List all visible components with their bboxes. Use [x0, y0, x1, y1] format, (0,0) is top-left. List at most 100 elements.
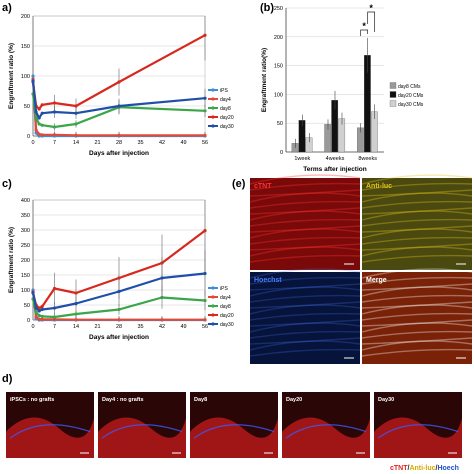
data-point-day8	[203, 298, 207, 303]
y-tick-label: 400	[21, 198, 30, 204]
legend-label: day8	[220, 304, 231, 310]
x-tick-label: 0	[31, 324, 34, 330]
significance-star: *	[362, 21, 366, 31]
panel-e-letter: (e)	[232, 178, 246, 190]
x-tick-label: 49	[180, 324, 186, 330]
tissue-texture	[249, 283, 361, 291]
legend-label: day20 CMs	[398, 93, 424, 99]
data-point-day20	[74, 104, 78, 108]
legend-marker	[211, 322, 215, 326]
y-tick-label: 200	[274, 35, 283, 41]
panel-a-letter: a)	[2, 2, 12, 14]
tissue-texture	[361, 210, 473, 221]
significance-star: *	[369, 3, 373, 13]
tissue-texture	[249, 319, 361, 327]
x-tick-label: 35	[137, 324, 143, 330]
data-point-day30	[31, 79, 35, 83]
bar-day8-CMs	[291, 143, 299, 153]
tissue-texture	[249, 218, 361, 227]
x-tick-label: 0	[31, 140, 34, 146]
x-tick-label: 1week	[294, 156, 310, 162]
x-axis-title: Terms after injection	[303, 166, 366, 173]
tissue-texture	[361, 254, 473, 263]
y-tick-label: 300	[21, 228, 30, 234]
data-point-day8	[37, 122, 41, 126]
x-axis-title: Days after injection	[89, 150, 149, 157]
tissue-texture	[361, 294, 473, 303]
legend-label: day4	[220, 97, 231, 103]
data-point-day20	[203, 33, 207, 37]
nuclei-band	[377, 424, 459, 439]
micrograph-d-label: iPSCs : no grafts	[10, 397, 54, 403]
panel-d-letter: d)	[2, 373, 13, 385]
tissue-region	[6, 417, 94, 458]
y-tick-label: 200	[21, 258, 30, 264]
x-tick-label: 28	[116, 324, 122, 330]
tissue-texture	[249, 301, 361, 309]
tissue-texture	[361, 268, 473, 279]
bar-day8-CMs	[357, 127, 364, 153]
data-point-day30	[40, 307, 44, 312]
legend-marker	[211, 115, 215, 119]
data-point-day4	[40, 133, 44, 137]
x-tick-label: 8weeks	[358, 156, 377, 162]
tissue-texture	[361, 348, 473, 357]
x-tick-label: 42	[159, 324, 165, 330]
data-point-day4	[74, 133, 78, 137]
data-point-day20	[40, 103, 44, 107]
tissue-texture	[361, 340, 473, 351]
legend-marker	[211, 295, 215, 299]
tissue-texture	[249, 228, 361, 239]
data-point-day30	[37, 309, 41, 313]
y-tick-label: 100	[274, 92, 283, 98]
x-tick-label: 21	[94, 324, 100, 330]
y-tick-label: 150	[21, 44, 30, 50]
legend-marker	[211, 106, 215, 110]
micrograph-d-label: Day20	[286, 397, 302, 403]
data-point-day4	[160, 318, 164, 322]
tissue-texture	[249, 182, 361, 191]
tissue-texture	[361, 319, 473, 327]
data-point-day20	[52, 286, 57, 291]
data-point-day4	[117, 318, 121, 322]
legend-label: day30	[220, 322, 234, 328]
y-tick-label: 250	[274, 6, 283, 12]
data-point-day30	[160, 276, 164, 280]
tissue-texture	[361, 312, 473, 321]
data-point-day20	[52, 101, 57, 105]
y-tick-label: 0	[27, 134, 30, 140]
significance-bracket	[360, 29, 369, 36]
data-point-day8	[74, 312, 78, 316]
micrograph-hoechst	[250, 272, 360, 364]
tissue-texture	[361, 246, 473, 257]
tissue-texture	[361, 207, 473, 215]
tissue-texture	[249, 236, 361, 245]
data-point-day30	[52, 306, 57, 310]
tissue-texture	[361, 286, 473, 297]
data-point-day30	[37, 116, 41, 120]
data-point-day4	[37, 132, 41, 136]
tissue-texture	[361, 218, 473, 227]
tissue-texture	[361, 337, 473, 345]
micrograph-d-label: Day4 : no grafts	[102, 397, 144, 403]
legend-marker	[211, 286, 215, 290]
micrograph-merge	[362, 272, 472, 364]
legend-label: day30	[220, 124, 234, 130]
data-point-day8	[52, 125, 57, 129]
legend-label: day8 CMs	[398, 84, 421, 90]
tissue-texture	[249, 192, 361, 203]
data-point-day4	[40, 317, 44, 321]
tissue-region	[282, 417, 370, 458]
y-tick-label: 100	[21, 74, 30, 80]
tissue-texture	[249, 207, 361, 215]
x-tick-label: 21	[94, 140, 100, 146]
data-point-day30	[31, 290, 35, 294]
data-point-day30	[74, 111, 78, 115]
nuclei-band	[285, 424, 367, 439]
data-point-day30	[117, 289, 121, 294]
y-tick-label: 150	[21, 273, 30, 279]
tissue-texture	[361, 330, 473, 339]
tissue-texture	[249, 225, 361, 233]
tissue-texture	[249, 174, 361, 185]
